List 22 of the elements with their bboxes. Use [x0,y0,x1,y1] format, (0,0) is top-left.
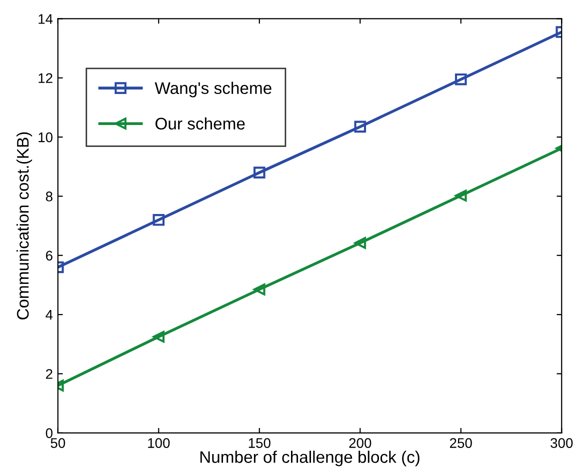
y-tick-label: 14 [38,14,53,24]
x-tick-label: 150 [248,438,270,448]
point [354,237,366,249]
x-axis-title: Number of challenge block (c) [200,450,420,466]
y-tick-label: 8 [46,192,52,202]
y-tick-label: 2 [46,369,52,379]
x-tick-label: 100 [148,438,170,448]
y-tick-label: 10 [38,132,52,142]
y-tick-label: 6 [46,250,52,261]
x-tick-label: 50 [50,438,66,448]
point [354,120,366,133]
x-tick-label: 200 [349,438,372,448]
y-tick-label: 12 [38,73,52,83]
y-tick-label: 0 [46,428,52,438]
x-tick-label: 250 [450,438,472,448]
legend-label: Wang's scheme [154,82,272,98]
point [253,166,266,178]
y-axis-title: Communication cost.(KB) [16,132,32,320]
y-tick-label: 4 [46,310,53,320]
legend-label: Our scheme [156,117,245,130]
x-tick-label: 300 [550,438,573,448]
point [253,284,266,296]
